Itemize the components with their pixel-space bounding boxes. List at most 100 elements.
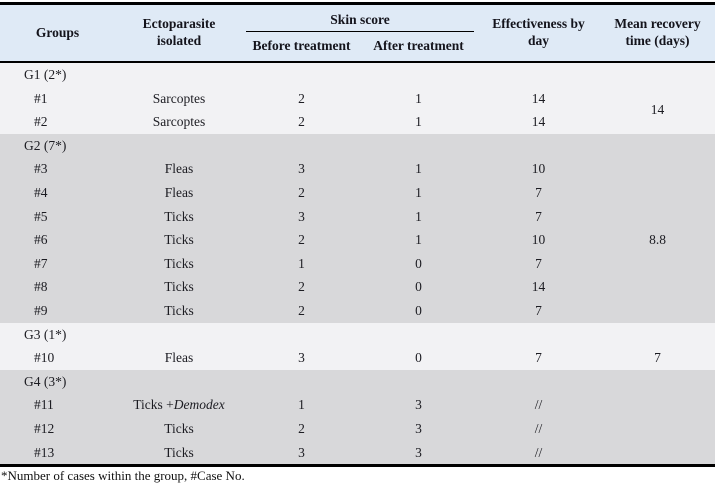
mean-recovery-value: 7 [654, 349, 661, 365]
case-row: #13 Ticks 3 3 // [0, 441, 715, 465]
parasite-name: Ticks [164, 302, 194, 318]
case-no: #4 [34, 184, 48, 200]
after-treatment-header-label: After treatment [373, 38, 464, 54]
group-label: G4 (3*) [24, 373, 67, 389]
ectoparasite-column-header: Ectoparasite isolated [115, 5, 243, 61]
skin-before-value: 2 [298, 114, 305, 130]
effectiveness-value: 10 [531, 161, 546, 177]
case-row: #12 Ticks 2 3 // [0, 417, 715, 441]
case-no: #3 [34, 161, 48, 177]
top-margin [0, 0, 715, 2]
effectiveness-value: // [534, 397, 543, 413]
table-body: G1 (2*) 14 #1 Sarcoptes 2 1 14 #2 Sarcop… [0, 63, 715, 465]
group-label: G3 (1*) [24, 326, 67, 342]
case-no: #8 [34, 279, 48, 295]
parasite-name: Ticks + [133, 397, 174, 413]
parasite-cell: Fleas [115, 181, 243, 205]
effectiveness-value: 7 [535, 208, 542, 224]
skin-before-value: 1 [298, 255, 305, 271]
effectiveness-value: 14 [531, 90, 546, 106]
effectiveness-value: // [534, 444, 543, 460]
parasite-name: Fleas [164, 161, 194, 177]
group-section: G3 (1*) 7 #10 Fleas 3 0 7 [0, 322, 715, 370]
skin-before-value: 1 [298, 397, 305, 413]
skin-before-value: 2 [298, 184, 305, 200]
skin-after-value: 0 [415, 302, 422, 318]
case-no: #7 [34, 255, 48, 271]
table-top-border [0, 2, 715, 5]
effectiveness-value: 7 [535, 184, 542, 200]
skin-before-value: 2 [298, 420, 305, 436]
effectiveness-value: 7 [535, 350, 542, 366]
skin-after-value: 0 [415, 350, 422, 366]
table-header-row: Groups Ectoparasite isolated Skin score … [0, 5, 715, 61]
skin-before-value: 3 [298, 444, 305, 460]
skin-score-subheaders: Before treatment After treatment [243, 32, 477, 61]
mean-recovery-value: 8.8 [649, 231, 666, 247]
skin-after-value: 3 [415, 397, 422, 413]
case-no: #2 [34, 114, 48, 130]
case-row: #1 Sarcoptes 2 1 14 [0, 87, 715, 111]
effectiveness-value: 14 [531, 279, 546, 295]
case-row: #4 Fleas 2 1 7 [0, 181, 715, 205]
parasite-cell: Ticks [115, 275, 243, 299]
groups-header-label: Groups [35, 24, 80, 40]
effectiveness-value: // [534, 420, 543, 436]
case-row: #11 Ticks +Demodex 1 3 // [0, 393, 715, 417]
case-row: #5 Ticks 3 1 7 [0, 205, 715, 229]
parasite-name: Sarcoptes [152, 114, 206, 130]
group-section: G2 (7*) 8.8 #3 Fleas 3 1 10 #4 Fleas 2 1… [0, 133, 715, 323]
parasite-name: Fleas [164, 184, 194, 200]
parasite-name: Fleas [164, 350, 194, 366]
skin-before-value: 2 [298, 279, 305, 295]
parasite-cell: Fleas [115, 157, 243, 181]
parasite-cell: Sarcoptes [115, 87, 243, 111]
case-no: #5 [34, 208, 48, 224]
group-header-row: G1 (2*) [0, 63, 715, 87]
skin-score-spanner-rule [246, 31, 474, 32]
parasite-cell: Sarcoptes [115, 110, 243, 134]
skin-after-value: 1 [415, 90, 422, 106]
skin-after-value: 1 [415, 161, 422, 177]
before-treatment-header-label: Before treatment [252, 38, 351, 54]
mean-recovery-cell [600, 393, 715, 464]
case-no: #12 [34, 420, 55, 436]
effectiveness-header-label: Effectiveness by day [492, 16, 585, 48]
footnote-text: *Number of cases within the group, #Case… [1, 468, 245, 484]
group-header-row: G4 (3*) [0, 370, 715, 394]
skin-after-value: 1 [415, 184, 422, 200]
case-row: #6 Ticks 2 1 10 [0, 228, 715, 252]
mean-recovery-header-label: Mean recovery time (days) [614, 16, 701, 48]
group-header-row: G3 (1*) [0, 323, 715, 347]
skin-after-value: 1 [415, 232, 422, 248]
case-row: #7 Ticks 1 0 7 [0, 252, 715, 276]
effectiveness-value: 14 [531, 114, 546, 130]
case-row: #2 Sarcoptes 2 1 14 [0, 110, 715, 134]
case-row: #3 Fleas 3 1 10 [0, 157, 715, 181]
effectiveness-value: 10 [531, 232, 546, 248]
ectoparasite-header-label: Ectoparasite isolated [142, 16, 216, 48]
parasite-name: Ticks [164, 444, 194, 460]
group-section: G1 (2*) 14 #1 Sarcoptes 2 1 14 #2 Sarcop… [0, 63, 715, 134]
parasite-cell: Ticks [115, 252, 243, 276]
groups-column-header: Groups [0, 5, 115, 61]
mean-recovery-column-header: Mean recovery time (days) [600, 5, 715, 61]
skin-before-value: 3 [298, 208, 305, 224]
group-section: G4 (3*) #11 Ticks +Demodex 1 3 // #12 Ti… [0, 369, 715, 465]
after-treatment-header: After treatment [360, 32, 477, 61]
effectiveness-value: 7 [535, 255, 542, 271]
footnote: *Number of cases within the group, #Case… [0, 467, 715, 485]
parasite-cell: Ticks [115, 228, 243, 252]
skin-score-header-label: Skin score [330, 12, 390, 27]
parasite-cell: Ticks [115, 417, 243, 441]
parasite-name: Sarcoptes [152, 90, 206, 106]
effectiveness-value: 7 [535, 302, 542, 318]
skin-after-value: 0 [415, 255, 422, 271]
case-no: #9 [34, 302, 48, 318]
skin-after-value: 3 [415, 444, 422, 460]
mean-recovery-cell: 14 [600, 87, 715, 134]
skin-after-value: 0 [415, 279, 422, 295]
group-header-row: G2 (7*) [0, 134, 715, 158]
parasite-cell: Ticks +Demodex [115, 393, 243, 417]
